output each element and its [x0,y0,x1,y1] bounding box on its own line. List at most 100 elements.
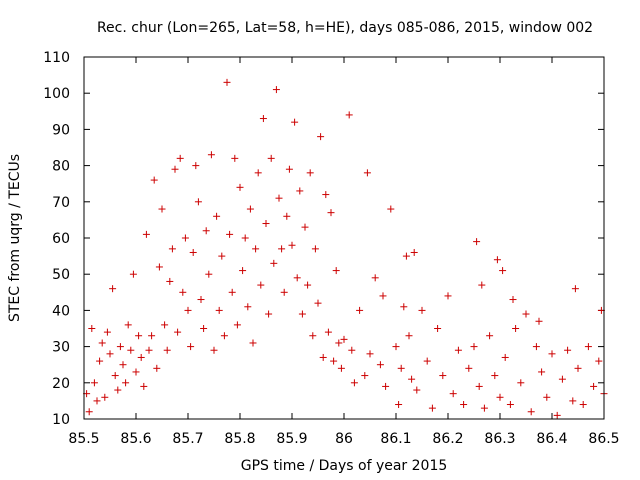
data-point [348,346,356,354]
data-point [571,285,579,293]
data-point [226,230,234,238]
data-point [595,357,603,365]
data-point [153,364,161,372]
y-tick-label: 70 [52,195,70,211]
data-point [189,248,197,256]
data-point [194,198,202,206]
data-point [246,205,254,213]
data-point [233,321,241,329]
data-point [410,248,418,256]
data-point [522,310,530,318]
data-point [210,346,218,354]
data-point [184,306,192,314]
y-tick-label: 110 [43,50,70,66]
data-point [501,353,509,361]
data-point [200,325,208,332]
data-point [293,274,301,282]
data-point [132,368,140,376]
data-point [356,306,364,314]
data-point [340,335,348,343]
data-point [444,292,452,300]
y-tick-label: 30 [52,340,70,356]
data-point [111,372,119,380]
x-tick-label: 86.3 [484,431,515,447]
data-point [171,165,179,173]
data-point [311,245,319,253]
data-point [158,205,166,213]
data-point [168,245,176,253]
data-point [280,288,288,296]
data-point [480,404,488,412]
data-point [135,332,143,340]
data-point [124,321,132,329]
data-point [163,346,171,354]
data-point [236,183,244,191]
data-point [259,115,267,123]
data-point [475,382,483,390]
y-tick-label: 10 [52,412,70,428]
y-tick-label: 40 [52,303,70,319]
data-point [215,306,223,314]
data-point [350,379,358,387]
data-point [129,270,137,278]
data-points [83,78,608,419]
data-point [140,382,148,390]
data-point [538,368,546,376]
data-point [114,386,122,394]
data-point [324,328,332,336]
data-point [137,353,145,361]
data-point [548,350,556,358]
data-point [265,310,273,318]
data-point [330,357,338,365]
data-point [283,212,291,220]
data-point [148,332,156,340]
data-point [145,346,153,354]
data-point [517,379,525,387]
data-point [213,212,221,220]
chart-title: Rec. chur (Lon=265, Lat=58, h=HE), days … [97,20,593,36]
data-point [496,393,504,401]
data-point [272,86,280,94]
data-point [223,78,231,86]
data-point [590,382,598,390]
data-point [218,252,226,260]
data-point [382,382,390,390]
data-point [434,325,442,332]
data-point [418,306,426,314]
axis-ticks: 85.5 85.6 85.7 85.8 85.9 86 86.1 86.2 86.3 86.4 86… [43,50,619,447]
data-point [122,379,130,387]
data-point [322,191,330,199]
data-point [220,332,228,340]
data-point [93,397,101,405]
data-point [257,281,265,289]
data-point [327,209,335,217]
data-point [252,245,260,253]
data-point [332,267,340,275]
y-tick-label: 20 [52,376,70,392]
data-point [106,350,114,358]
data-point [423,357,431,365]
data-point [90,379,98,387]
data-point [241,234,249,242]
data-point [192,162,200,170]
data-point [506,401,514,409]
data-point [397,364,405,372]
data-point [395,401,403,409]
data-point [499,267,507,275]
data-point [405,332,413,340]
data-point [275,194,283,202]
data-point [88,325,96,332]
x-tick-label: 86 [335,431,353,447]
y-tick-label: 80 [52,159,70,175]
data-point [207,151,215,159]
data-point [298,310,306,318]
data-point [309,332,317,340]
data-point [96,357,104,365]
data-point [155,263,163,271]
data-point [142,230,150,238]
data-point [291,118,299,126]
data-point [179,288,187,296]
data-point [197,296,205,304]
data-point [564,346,572,354]
